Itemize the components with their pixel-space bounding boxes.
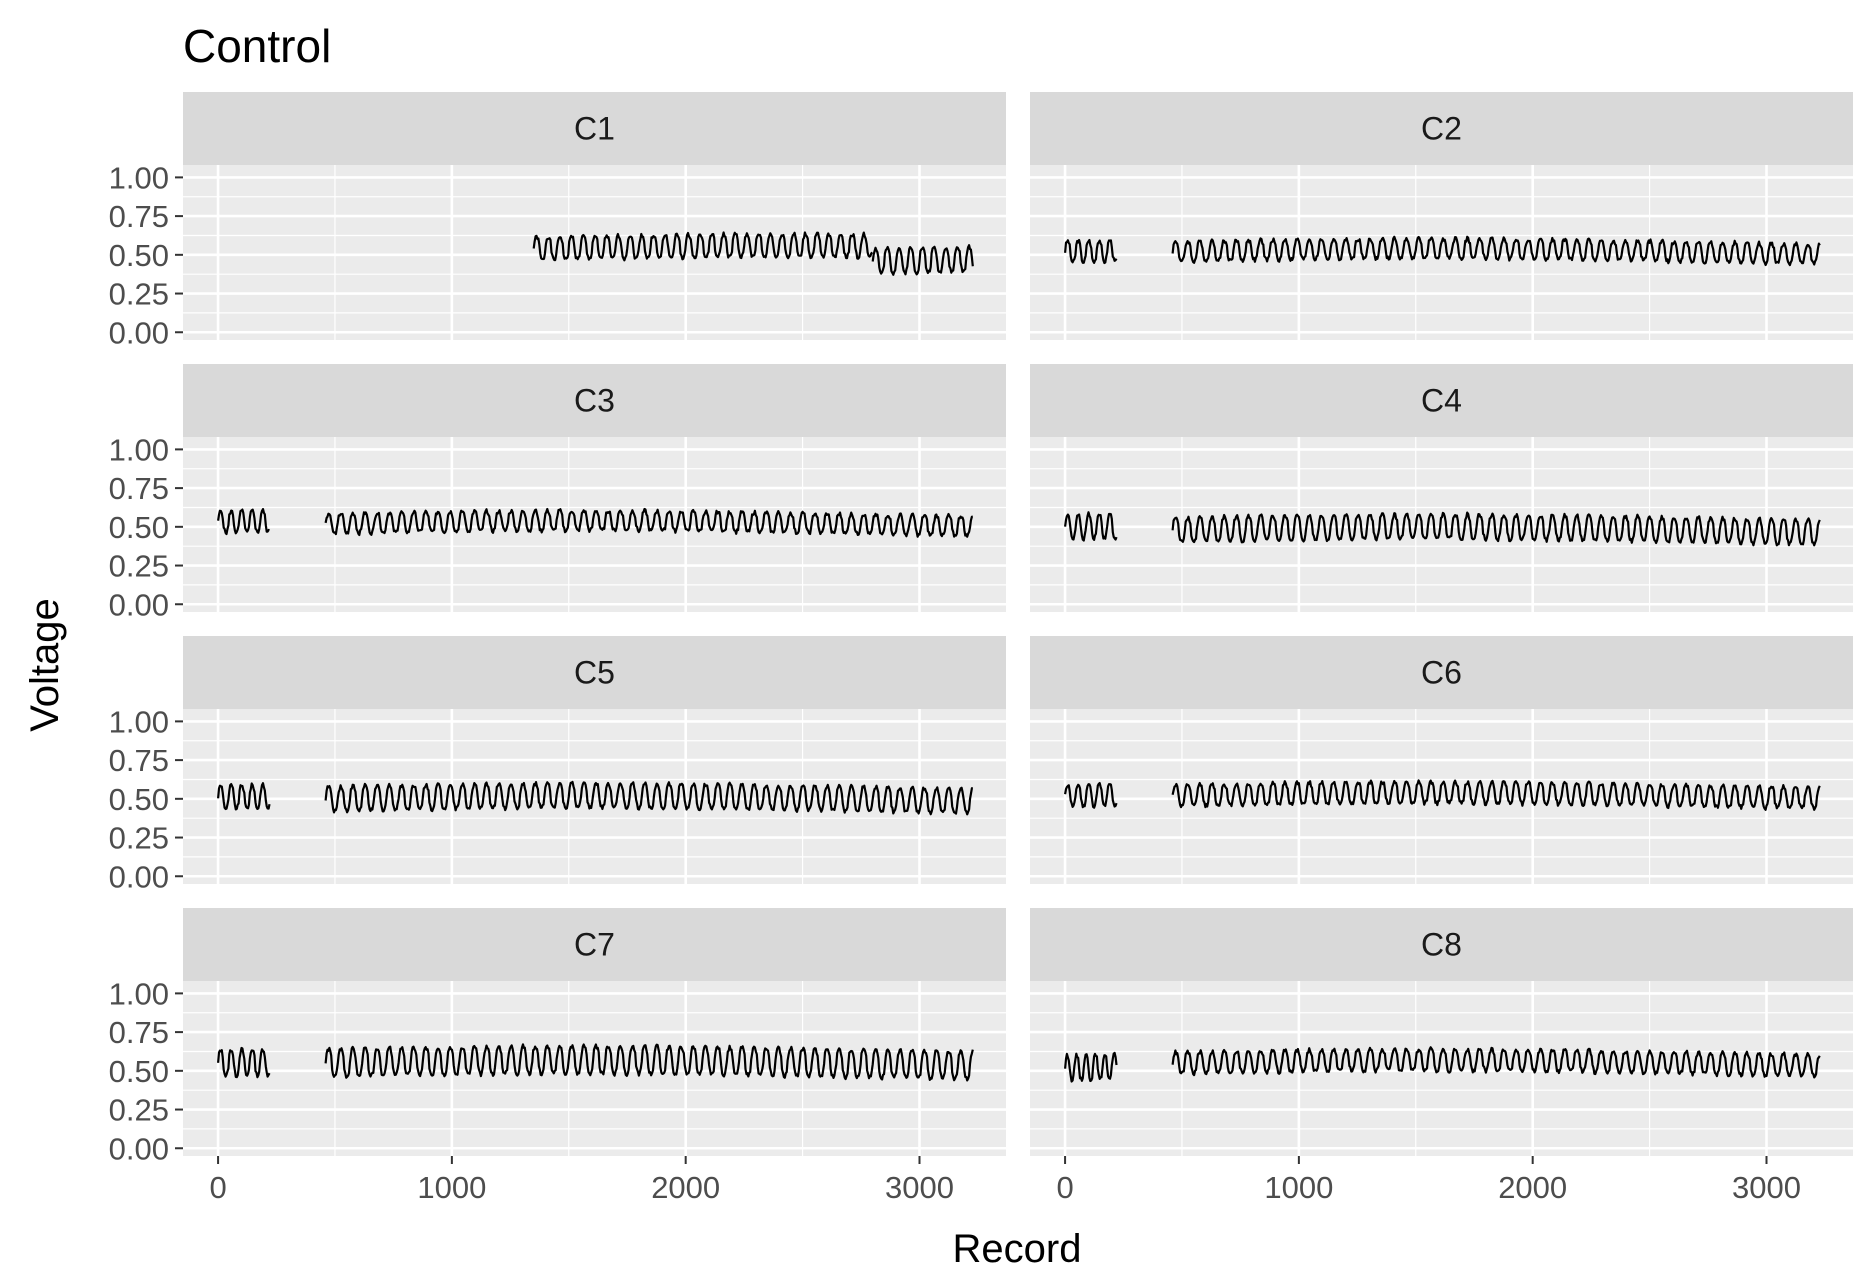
facet-strip <box>1030 636 1853 709</box>
y-tick-label: 0.50 <box>109 1054 169 1089</box>
facet-strip-label: C8 <box>1421 927 1462 963</box>
facet-panel-c4: C4 <box>1030 364 1853 612</box>
panel-background <box>183 709 1006 884</box>
series-line-segment <box>217 508 270 536</box>
x-tick-label: 2000 <box>1498 1170 1567 1205</box>
facet-strip <box>183 364 1006 437</box>
panel-background <box>183 437 1006 612</box>
x-tick-label: 0 <box>1056 1170 1073 1205</box>
series-line-segment <box>1171 1046 1821 1079</box>
facet-strip <box>183 636 1006 709</box>
y-tick-label: 1.00 <box>109 704 169 739</box>
x-tick-label: 0 <box>209 1170 226 1205</box>
x-axis-label: Record <box>953 1227 1082 1271</box>
panel-background <box>183 165 1006 340</box>
series-line-segment <box>324 1043 974 1082</box>
y-tick-label: 0.75 <box>109 1015 169 1050</box>
y-tick-label: 0.50 <box>109 238 169 273</box>
y-tick-label: 0.25 <box>109 1093 169 1128</box>
y-tick-label: 0.75 <box>109 199 169 234</box>
facet-strip <box>183 908 1006 981</box>
y-tick-label: 0.00 <box>109 587 169 622</box>
y-tick-label: 1.00 <box>109 160 169 195</box>
series-line-segment <box>1064 782 1118 809</box>
series-line-segment <box>1064 1051 1118 1083</box>
facet-strip-label: C5 <box>574 655 615 691</box>
facet-strip <box>183 92 1006 165</box>
y-tick-label: 0.00 <box>109 859 169 894</box>
series-line-segment <box>532 231 874 262</box>
x-tick-label: 1000 <box>417 1170 486 1205</box>
x-tick-label: 3000 <box>1732 1170 1801 1205</box>
panel-background <box>183 981 1006 1156</box>
y-tick-label: 0.00 <box>109 315 169 350</box>
x-tick-label: 2000 <box>651 1170 720 1205</box>
facet-panel-c1: C1 0.000.25 0.50 0.75 1.00 <box>109 92 1006 350</box>
facet-strip-label: C4 <box>1421 383 1462 419</box>
y-tick-label: 0.25 <box>109 549 169 584</box>
facet-panel-c6: C6 <box>1030 636 1853 884</box>
y-axis-label: Voltage <box>23 598 67 731</box>
y-tick-label: 0.50 <box>109 782 169 817</box>
series-line-segment <box>1171 779 1821 811</box>
series-line-segment <box>217 1046 271 1079</box>
facet-panel-c8: C8 0 1000 2000 3000 <box>1030 908 1853 1205</box>
y-tick-label: 0.25 <box>109 821 169 856</box>
y-tick-label: 1.00 <box>109 976 169 1011</box>
series-line-segment <box>1064 238 1118 265</box>
series-line-segment <box>324 780 973 816</box>
series-line-segment <box>1171 511 1821 547</box>
facet-strip-label: C3 <box>574 383 615 419</box>
x-tick-label: 1000 <box>1264 1170 1333 1205</box>
series-line-segment <box>324 507 973 538</box>
y-tick-label: 1.00 <box>109 432 169 467</box>
facet-panel-c5: C5 0.000.25 0.50 0.75 1.00 <box>109 636 1006 894</box>
y-tick-label: 0.50 <box>109 510 169 545</box>
series-line-segment <box>217 782 271 811</box>
facet-strip-label: C1 <box>574 111 615 147</box>
facet-panel-c3: C3 0.000.25 0.50 0.75 1.00 <box>109 364 1006 622</box>
series-line-segment <box>1171 235 1821 267</box>
panel-background <box>1030 981 1853 1156</box>
chart-title: Control <box>183 20 331 72</box>
series-line-segment <box>1064 511 1118 542</box>
facet-panels: C10.000.250.500.751.00C2C30.000.250.500.… <box>109 92 1853 1205</box>
series-line-segment <box>871 244 974 276</box>
panel-background <box>1030 709 1853 884</box>
y-tick-label: 0.00 <box>109 1131 169 1166</box>
facet-panel-c7: C7 0.000.25 0.50 0.75 1.00 0 1000 2000 3000 <box>109 908 1006 1205</box>
facet-strip-label: C2 <box>1421 111 1462 147</box>
facet-strip-label: C7 <box>574 927 615 963</box>
y-tick-label: 0.25 <box>109 277 169 312</box>
facet-panel-c2: C2 <box>1030 92 1853 340</box>
panel-background <box>1030 165 1853 340</box>
y-tick-label: 0.75 <box>109 743 169 778</box>
x-tick-label: 3000 <box>885 1170 954 1205</box>
facet-strip <box>1030 92 1853 165</box>
facet-strip-label: C6 <box>1421 655 1462 691</box>
y-tick-label: 0.75 <box>109 471 169 506</box>
facet-strip <box>1030 908 1853 981</box>
facet-strip <box>1030 364 1853 437</box>
